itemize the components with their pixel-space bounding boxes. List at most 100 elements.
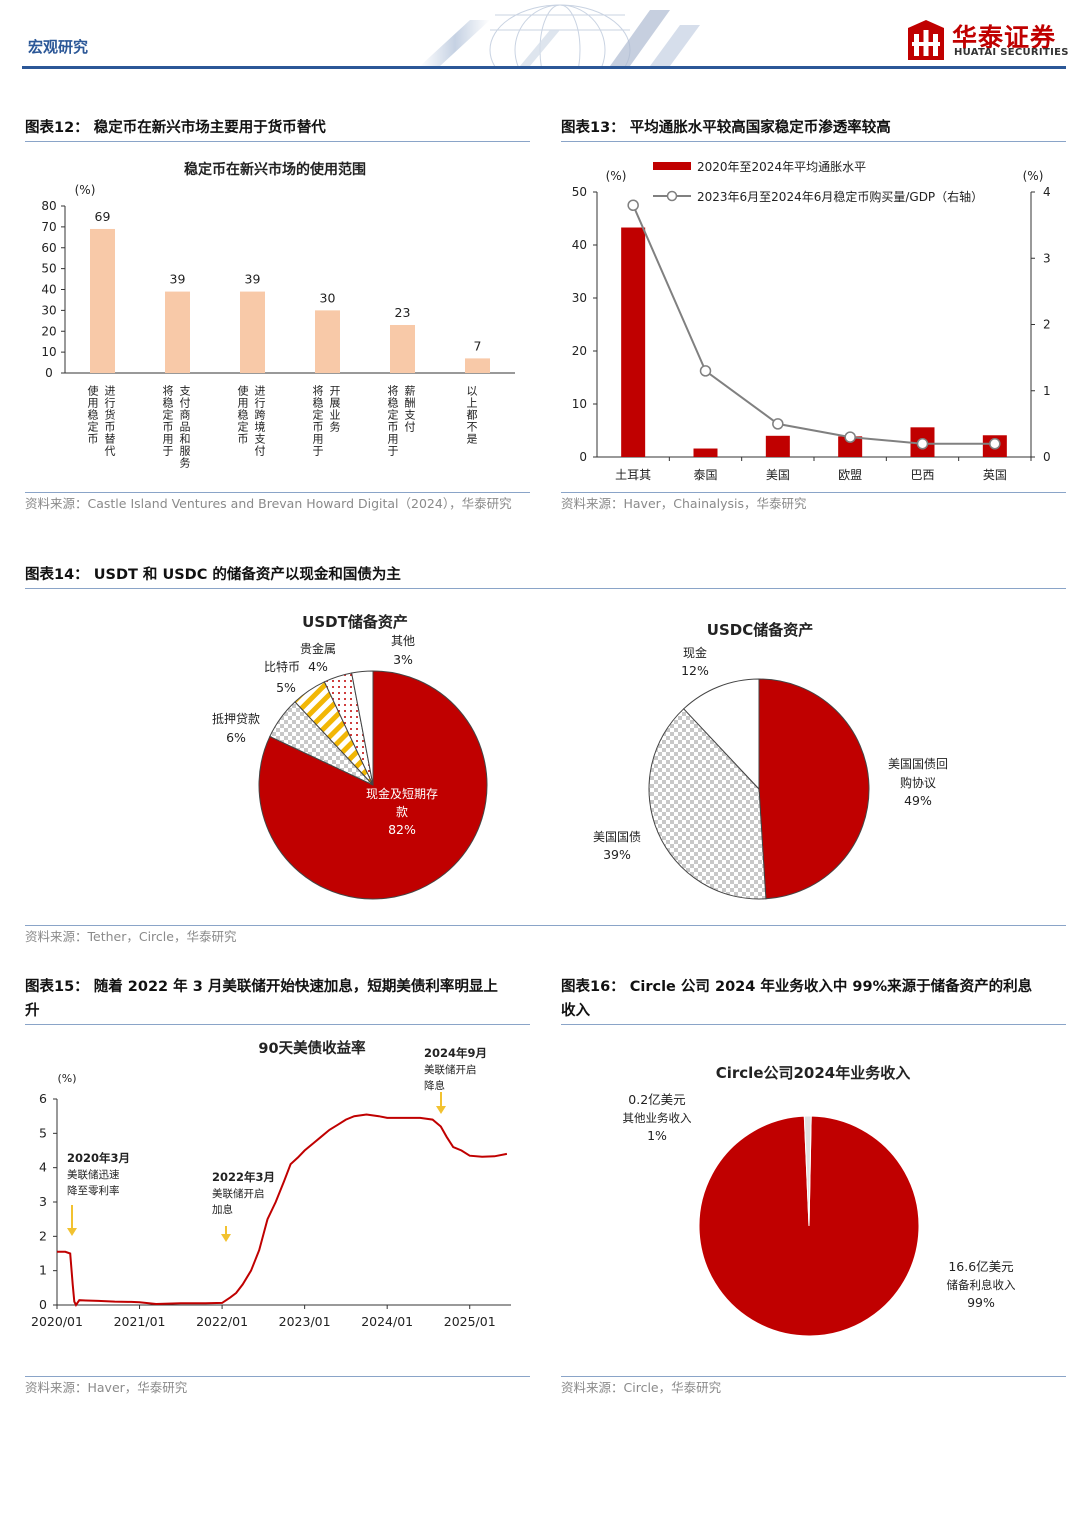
line-point xyxy=(627,199,639,211)
bar xyxy=(838,436,863,457)
annotation-arrow-head xyxy=(221,1234,231,1242)
y-unit-label: (%) xyxy=(57,1072,76,1085)
slice-label: 购协议 xyxy=(900,775,936,790)
pie-title: USDC储备资产 xyxy=(707,621,813,639)
pie-slice xyxy=(648,708,767,900)
left-y-tick-label: 30 xyxy=(572,291,587,305)
bar xyxy=(465,358,490,373)
fig13-source-rule xyxy=(561,492,1066,493)
right-y-tick-label: 1 xyxy=(1043,384,1051,398)
category-label: 英国 xyxy=(983,468,1007,482)
slice-percent: 5% xyxy=(276,680,296,695)
bar xyxy=(621,227,646,457)
bar-value-label: 39 xyxy=(170,272,186,287)
fig16-title-line2: 收入 xyxy=(561,1003,590,1019)
category-label: 进行货币替代 xyxy=(103,385,116,457)
x-tick-label: 2021/01 xyxy=(114,1314,166,1329)
line-point xyxy=(916,438,929,450)
y-tick-label: 1 xyxy=(39,1263,47,1278)
y-tick-label: 20 xyxy=(41,324,56,338)
annotation-arrow-head xyxy=(67,1228,77,1236)
annotation-text: 降至零利率 xyxy=(67,1184,120,1197)
bar-value-label: 39 xyxy=(245,272,261,287)
fig16-source-rule xyxy=(561,1376,1066,1377)
left-y-tick-label: 0 xyxy=(579,450,587,464)
left-unit-label: (%) xyxy=(606,169,627,183)
fig15-chart: 90天美债收益率 (%) 0 1 2 3 4 5 6 2020/01 2021/01 2022/01 2… xyxy=(31,1039,511,1329)
slice-label: 16.6亿美元 xyxy=(948,1259,1013,1274)
right-y-tick-label: 2 xyxy=(1043,318,1051,332)
fig15-source-rule xyxy=(25,1376,530,1377)
x-tick-label: 2020/01 xyxy=(31,1314,83,1329)
bar-value-label: 30 xyxy=(320,290,336,305)
pie-slice xyxy=(803,1115,812,1227)
annotation-text: 美联储开启 xyxy=(212,1187,265,1200)
annotation-date: 2024年9月 xyxy=(424,1046,487,1060)
line-point xyxy=(699,365,712,377)
slice-label: 0.2亿美元 xyxy=(628,1092,685,1107)
right-y-tick-label: 4 xyxy=(1043,185,1051,199)
fig12-title-rule xyxy=(25,141,530,142)
annotation-arrow-head xyxy=(436,1106,446,1114)
y-tick-label: 3 xyxy=(39,1194,47,1209)
category-label: 将稳定币用于 xyxy=(386,385,399,457)
fig13-source: 资料来源：Haver，Chainalysis，华泰研究 xyxy=(561,496,807,511)
report-section-label: 宏观研究 xyxy=(28,38,89,56)
bar xyxy=(693,448,718,457)
slice-label: 抵押贷款 xyxy=(212,712,260,726)
slice-percent: 3% xyxy=(393,652,413,667)
slice-label: 贵金属 xyxy=(300,641,336,656)
annotation-date: 2022年3月 xyxy=(212,1170,275,1184)
slice-label: 现金及短期存 xyxy=(366,786,438,801)
category-label: 将稳定币用于 xyxy=(161,385,174,457)
bar xyxy=(390,324,415,373)
slice-percent: 49% xyxy=(904,793,932,808)
bar xyxy=(90,228,115,373)
left-y-tick-label: 20 xyxy=(572,344,587,358)
y-tick-label: 40 xyxy=(41,283,56,297)
y-tick-label: 50 xyxy=(41,262,56,276)
fig14-title-rule xyxy=(25,588,1066,589)
bar-value-label: 7 xyxy=(474,338,482,353)
line-point xyxy=(989,438,1001,450)
slice-label: 其他 xyxy=(391,634,415,648)
bar-value-label: 23 xyxy=(395,305,411,320)
y-tick-label: 30 xyxy=(41,303,56,317)
annotation-text: 美联储开启 xyxy=(424,1063,477,1076)
category-label: 使用稳定币 xyxy=(86,385,99,445)
category-label: 将稳定币用于 xyxy=(311,385,324,457)
fig12-chart: 稳定币在新兴市场的使用范围 (%) 0 10 20 30 40 50 60 70 80 69 使用稳定币… xyxy=(41,161,515,469)
fig16-title-line1: 图表16： Circle 公司 2024 年业务收入中 99%来源于储备资产的利… xyxy=(561,979,1033,995)
pie-slice xyxy=(351,670,374,786)
fig15-title: 图表15： 随着 2022 年 3 月美联储开始快速加息，短期美债利率明显上 升 xyxy=(25,975,535,1023)
category-label: 进行跨境支付 xyxy=(253,385,266,457)
slice-label: 款 xyxy=(396,805,408,819)
fig12-source: 资料来源：Castle Island Ventures and Brevan H… xyxy=(25,496,512,511)
category-label: 巴西 xyxy=(910,468,934,482)
slice-label: 美国国债回 xyxy=(888,757,948,771)
annotation-text: 美联储迅速 xyxy=(67,1168,120,1181)
y-tick-label: 0 xyxy=(39,1297,47,1312)
y-tick-label: 60 xyxy=(41,241,56,255)
slice-percent: 1% xyxy=(647,1128,667,1143)
y-tick-label: 6 xyxy=(39,1091,47,1106)
annotation-text: 降息 xyxy=(424,1079,445,1092)
right-unit-label: (%) xyxy=(1023,169,1044,183)
y-tick-label: 4 xyxy=(39,1160,47,1175)
category-label: 支付商品和服务 xyxy=(178,385,191,469)
left-y-tick-label: 10 xyxy=(572,397,587,411)
fig13-title-rule xyxy=(561,141,1066,142)
brand-name-cn: 华泰证券 xyxy=(952,23,1057,52)
fig13-chart: (%) (%) 0 10 20 30 40 50 0 1 2 3 4 土耳其 泰国 美国 欧盟 巴西 英国 2020年… xyxy=(572,160,1051,482)
bar xyxy=(165,291,190,373)
brand-name-en: HUATAI SECURITIES xyxy=(954,47,1069,58)
fig15-title-line1: 图表15： 随着 2022 年 3 月美联储开始快速加息，短期美债利率明显上 xyxy=(25,979,498,995)
y-tick-label: 10 xyxy=(41,345,56,359)
pie-slice xyxy=(758,678,870,900)
fig16-title: 图表16： Circle 公司 2024 年业务收入中 99%来源于储备资产的利… xyxy=(561,975,1071,1023)
left-y-tick-label: 40 xyxy=(572,238,587,252)
bar xyxy=(315,310,340,373)
huatai-logo-icon xyxy=(908,20,944,60)
